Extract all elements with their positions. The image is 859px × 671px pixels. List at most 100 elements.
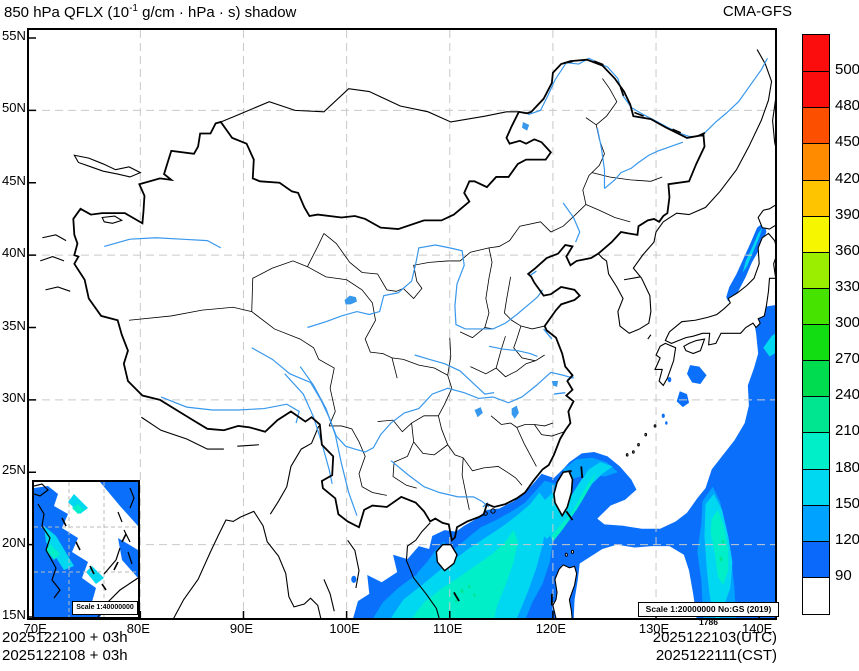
vietnam-coastline <box>406 523 440 618</box>
valid-time-utc: 2025122103(UTC) <box>652 629 777 646</box>
gridlines <box>29 30 775 618</box>
korea-coastline <box>598 222 663 333</box>
lat-label-40N: 40N <box>2 245 26 261</box>
inset-scale-label: Scale 1:40000000 <box>72 601 138 615</box>
taiwan-island <box>554 471 573 516</box>
lat-label-55N: 55N <box>2 28 26 43</box>
border-dashes <box>563 61 705 136</box>
india-myanmar-border <box>270 426 318 514</box>
province-boundaries <box>129 79 662 510</box>
inset-map-south-china-sea: Scale 1:40000000 <box>32 480 140 619</box>
lon-label-100E: 100E <box>329 621 360 636</box>
model-name-label: CMA-GFS <box>722 3 792 20</box>
central-asia-borders <box>40 235 70 291</box>
colorbar-segment <box>803 324 829 361</box>
colorbar-label-420: 420 <box>835 169 859 187</box>
colorbar-label-500: 500 <box>835 61 859 79</box>
inset-gridlines <box>34 482 138 617</box>
russia-mongolia-border <box>221 89 519 122</box>
hainan-island <box>436 545 457 571</box>
colorbar-segment <box>803 432 829 469</box>
huai-river <box>489 346 537 356</box>
nine-dash-line <box>454 466 582 605</box>
inset-shading <box>34 482 138 617</box>
colorbar-segment <box>803 468 829 505</box>
han-river <box>415 355 494 394</box>
colorbar-segment <box>803 143 829 180</box>
ryukyu-island <box>638 444 640 446</box>
yangtze-river <box>252 348 574 452</box>
map-canvas: Scale 1:40000000 Scale 1:20000000 No:GS … <box>27 28 779 627</box>
china-national-boundary <box>73 60 704 541</box>
lon-label-120E: 120E <box>535 621 567 636</box>
lon-label-70E: 70E <box>23 621 47 636</box>
chart-title: 850 hPa QFLX (10-1 g/cm · hPa · s) shado… <box>4 3 297 21</box>
tarim-river <box>104 238 221 248</box>
colorbar-segment <box>803 360 829 397</box>
inset-map-svg <box>34 482 138 617</box>
colorbar-label-390: 390 <box>835 205 859 223</box>
lat-label-30N: 30N <box>2 389 26 405</box>
lat-label-15N: 15N <box>2 607 26 622</box>
colorbar-label-90: 90 <box>835 566 852 584</box>
luzon-island <box>553 565 577 618</box>
babuyan-island <box>571 550 573 553</box>
colorbar-label-210: 210 <box>835 422 859 440</box>
yellow-river <box>307 245 542 329</box>
shading-level-180-210 <box>412 472 729 618</box>
colorbar-label-150: 150 <box>835 494 859 512</box>
foreign-coastlines <box>40 50 775 618</box>
colorbar <box>802 34 830 615</box>
colorbar-label-270: 270 <box>835 350 859 368</box>
colorbar-label-450: 450 <box>835 133 859 151</box>
colorbar-segment <box>803 287 829 324</box>
poyang-lake <box>511 405 519 419</box>
ryukyu-island <box>654 425 656 427</box>
inset-coastlines <box>34 484 138 617</box>
lancang-river <box>300 367 357 516</box>
map-svg <box>29 30 775 618</box>
lat-label-25N: 25N <box>2 462 26 478</box>
ryukyu-island <box>633 451 635 453</box>
pearl-river <box>391 461 489 507</box>
lat-label-45N: 45N <box>2 172 26 188</box>
hokkaido-island <box>758 203 775 229</box>
kyushu-island <box>655 343 676 385</box>
honshu-island <box>665 233 775 344</box>
init-time-labels: 2025122100 + 03h 2025122108 + 03h <box>2 629 128 665</box>
ryukyu-island <box>645 433 647 435</box>
indochina-borders <box>324 540 359 611</box>
amur-river <box>528 58 767 136</box>
tai-lake <box>551 381 559 387</box>
colorbar-label-480: 480 <box>835 97 859 115</box>
lat-label-50N: 50N <box>2 100 26 116</box>
sakhalin-coast <box>773 84 775 161</box>
hongkong-macau-marks <box>484 509 495 516</box>
lon-label-110E: 110E <box>433 621 463 636</box>
colorbar-segment <box>803 35 829 72</box>
init-time-cst: 2025122108 + 03h <box>2 647 128 664</box>
inset-nine-dash-line <box>62 518 126 590</box>
valid-time-labels: 2025122103(UTC) 2025122111(CST) <box>653 629 777 665</box>
colorbar-segment <box>803 576 829 613</box>
lakes <box>344 121 559 419</box>
nepal-bhutan-borders <box>141 417 259 449</box>
islands <box>436 203 775 618</box>
colorbar-segment <box>803 215 829 252</box>
colorbar-label-360: 360 <box>835 241 859 259</box>
tsushima-island <box>648 335 651 339</box>
colorbar-segment <box>803 251 829 288</box>
colorbar-label-120: 120 <box>835 530 859 548</box>
korea-dmz-line <box>624 277 641 280</box>
colorbar-segment <box>803 540 829 577</box>
colorbar-label-180: 180 <box>835 458 859 476</box>
dongting-lake <box>474 407 483 418</box>
shading-level-210-240 <box>454 539 725 603</box>
map-scale-label: Scale 1:20000000 No:GS (2019) 1786 <box>638 602 779 627</box>
bay-of-bengal-coast <box>171 511 322 618</box>
lat-label-35N: 35N <box>2 317 26 333</box>
colorbar-label-240: 240 <box>835 386 859 404</box>
shikoku-island <box>684 339 705 353</box>
lon-label-140E: 140E <box>741 621 773 636</box>
